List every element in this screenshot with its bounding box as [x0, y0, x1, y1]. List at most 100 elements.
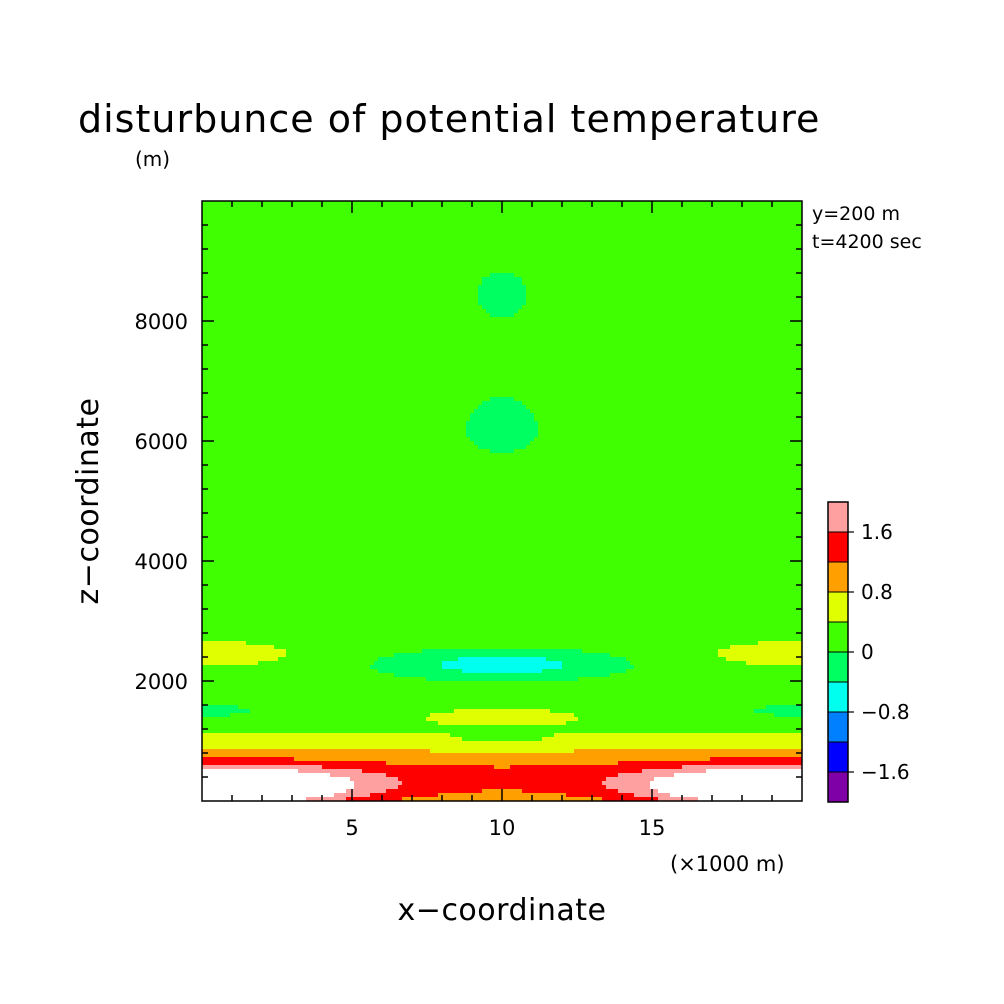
colorbar-swatch: [827, 531, 849, 563]
contour-cell: [202, 541, 803, 546]
contour-cell: [202, 433, 467, 438]
contour-cell: [766, 705, 803, 710]
contour-cell: [478, 297, 527, 302]
contour-cell: [202, 221, 803, 226]
contour-cell: [422, 649, 583, 654]
contour-cell: [202, 485, 803, 490]
contour-cell: [202, 697, 803, 702]
y-tick-label: 6000: [135, 430, 188, 454]
contour-cell: [370, 665, 443, 670]
contour-cell: [202, 365, 803, 370]
contour-cell: [202, 321, 803, 326]
contour-cell: [718, 649, 803, 654]
contour-cell: [602, 797, 659, 802]
contour-cell: [202, 217, 803, 222]
contour-cell: [202, 373, 803, 378]
contour-cell: [454, 709, 551, 714]
contour-cell: [526, 289, 803, 294]
contour-cell: [202, 573, 803, 578]
contour-cell: [202, 605, 803, 610]
contour-cell: [202, 325, 803, 330]
contour-cell: [602, 781, 651, 786]
contour-cell: [202, 529, 803, 534]
contour-cell: [202, 509, 803, 514]
contour-cell: [386, 789, 483, 794]
contour-cell: [442, 665, 563, 670]
contour-cell: [618, 789, 659, 794]
contour-cell: [202, 213, 803, 218]
contour-cell: [466, 429, 539, 434]
contour-cell: [654, 777, 803, 782]
contour-cell: [706, 769, 803, 774]
contour-cell: [486, 309, 519, 314]
contour-cell: [202, 313, 491, 318]
contour-cell: [478, 285, 527, 290]
contour-cell: [526, 297, 803, 302]
contour-cell: [626, 657, 727, 662]
contour-cell: [230, 713, 431, 718]
contour-cell: [202, 453, 803, 458]
contour-cell: [538, 433, 803, 438]
contour-cell: [202, 593, 803, 598]
contour-cell: [202, 329, 803, 334]
contour-cell: [394, 673, 611, 678]
contour-cell: [346, 797, 403, 802]
y-axis: 2000 4000 6000 8000: [135, 224, 802, 778]
contour-cell: [202, 497, 803, 502]
contour-cell: [202, 709, 251, 714]
contour-cell: [462, 669, 543, 674]
contour-cell: [682, 765, 803, 770]
contour-cell: [578, 717, 803, 722]
contour-cell: [330, 773, 387, 778]
contour-cell: [202, 553, 803, 558]
contour-cell: [482, 401, 523, 406]
contour-cell: [202, 445, 479, 450]
contour-cell: [494, 765, 511, 770]
contour-cell: [202, 265, 803, 270]
contour-cell: [202, 473, 803, 478]
x-unit-label: (×1000 m): [670, 852, 785, 876]
contour-cell: [202, 269, 803, 274]
contour-cell: [202, 569, 803, 574]
contour-cell: [202, 537, 803, 542]
contour-cell: [746, 661, 803, 666]
contour-cell: [202, 241, 803, 246]
contour-cell: [522, 401, 803, 406]
contour-cell: [202, 449, 491, 454]
contour-cell: [286, 649, 423, 654]
contour-cell: [526, 293, 803, 298]
contour-cell: [514, 313, 803, 318]
colorbar-swatch: [827, 651, 849, 683]
contour-cell: [202, 469, 803, 474]
contour-cell: [202, 749, 431, 754]
contour-cell: [238, 705, 767, 710]
contour-cell: [202, 617, 803, 622]
contour-cell: [466, 421, 539, 426]
contour-cell: [202, 525, 803, 530]
contour-cell: [202, 517, 803, 522]
contour-cell: [298, 769, 363, 774]
contour-cell: [202, 297, 479, 302]
contour-cell: [202, 737, 463, 742]
contour-cell: [202, 669, 379, 674]
contour-cell: [246, 641, 759, 646]
contour-cell: [202, 561, 803, 566]
colorbar-label: −1.6: [861, 760, 910, 784]
contour-cell: [670, 793, 803, 798]
contour-cell: [278, 657, 379, 662]
contour-fill: [202, 201, 803, 802]
contour-cell: [610, 673, 803, 678]
contour-cell: [202, 745, 803, 750]
contour-cell: [202, 233, 803, 238]
contour-cell: [490, 313, 515, 318]
contour-cell: [202, 425, 467, 430]
contour-cell: [514, 273, 803, 278]
contour-cell: [202, 493, 803, 498]
contour-cell: [350, 777, 399, 782]
contour-cell: [202, 289, 479, 294]
contour-cell: [202, 725, 803, 730]
contour-cell: [202, 341, 803, 346]
contour-cell: [202, 693, 803, 698]
contour-cell: [202, 597, 803, 602]
contour-cell: [202, 601, 803, 606]
